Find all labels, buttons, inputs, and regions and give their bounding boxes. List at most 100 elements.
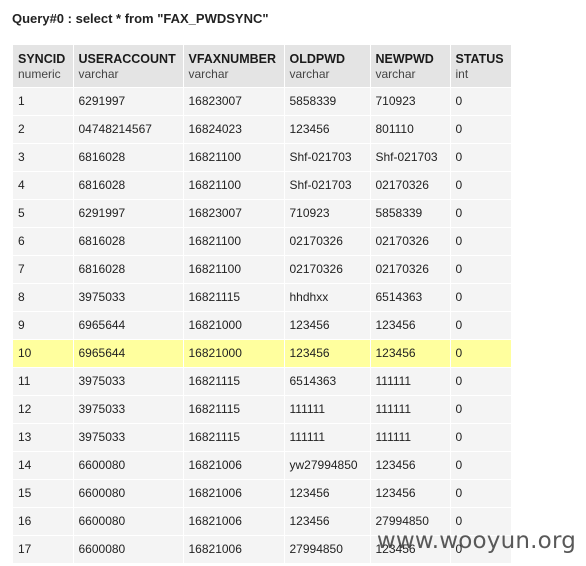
cell-useraccount: 6600080 <box>73 450 184 479</box>
cell-useraccount: 6600080 <box>73 534 184 563</box>
cell-oldpwd: 111111 <box>284 422 371 451</box>
table-row[interactable]: 6 6816028 16821100 02170326 02170326 0 <box>13 226 511 255</box>
cell-oldpwd: 123456 <box>284 310 371 339</box>
table-row[interactable]: 5 6291997 16823007 710923 5858339 0 <box>13 198 511 227</box>
cell-vfaxnumber: 16821000 <box>183 338 285 367</box>
cell-useraccount: 6816028 <box>73 226 184 255</box>
column-type: int <box>455 67 469 81</box>
table-row[interactable]: 1 6291997 16823007 5858339 710923 0 <box>13 86 511 115</box>
cell-newpwd: 6514363 <box>370 282 451 311</box>
table-row[interactable]: 7 6816028 16821100 02170326 02170326 0 <box>13 254 511 283</box>
cell-syncid: 9 <box>13 310 74 339</box>
table-row[interactable]: 15 6600080 16821006 123456 123456 0 <box>13 478 511 507</box>
cell-syncid: 6 <box>13 226 74 255</box>
table-row[interactable]: 14 6600080 16821006 yw27994850 123456 0 <box>13 450 511 479</box>
cell-status: 0 <box>450 282 511 311</box>
cell-status: 0 <box>450 366 511 395</box>
cell-oldpwd: 111111 <box>284 394 371 423</box>
cell-useraccount: 6291997 <box>73 198 184 227</box>
cell-status: 0 <box>450 254 511 283</box>
cell-useraccount: 04748214567 <box>73 114 184 143</box>
column-type: varchar <box>375 67 416 81</box>
column-header-useraccount[interactable]: USERACCOUNT varchar <box>73 45 184 87</box>
cell-oldpwd: 02170326 <box>284 226 371 255</box>
cell-oldpwd: Shf-021703 <box>284 170 371 199</box>
cell-vfaxnumber: 16821006 <box>183 478 285 507</box>
column-name: OLDPWD <box>289 52 346 66</box>
result-table: SYNCID numeric USERACCOUNT varchar VFAXNUMBE… <box>13 45 511 563</box>
cell-newpwd: 123456 <box>370 310 451 339</box>
cell-newpwd: 02170326 <box>370 226 451 255</box>
cell-oldpwd: hhdhxx <box>284 282 371 311</box>
column-type: varchar <box>188 67 229 81</box>
cell-status: 0 <box>450 86 511 115</box>
cell-syncid: 10 <box>13 338 74 367</box>
cell-oldpwd: 5858339 <box>284 86 371 115</box>
cell-vfaxnumber: 16823007 <box>183 86 285 115</box>
cell-status: 0 <box>450 450 511 479</box>
cell-status: 0 <box>450 478 511 507</box>
cell-oldpwd: 710923 <box>284 198 371 227</box>
cell-vfaxnumber: 16821006 <box>183 506 285 535</box>
table-row[interactable]: 11 3975033 16821115 6514363 111111 0 <box>13 366 511 395</box>
table-row[interactable]: 8 3975033 16821115 hhdhxx 6514363 0 <box>13 282 511 311</box>
cell-oldpwd: 123456 <box>284 338 371 367</box>
cell-newpwd: 123456 <box>370 450 451 479</box>
cell-vfaxnumber: 16821115 <box>183 422 285 451</box>
cell-status: 0 <box>450 198 511 227</box>
table-row[interactable]: 3 6816028 16821100 Shf-021703 Shf-021703 0 <box>13 142 511 171</box>
table-row[interactable]: 10 6965644 16821000 123456 123456 0 <box>13 338 511 367</box>
cell-useraccount: 3975033 <box>73 282 184 311</box>
cell-syncid: 3 <box>13 142 74 171</box>
table-row[interactable]: 2 04748214567 16824023 123456 801110 0 <box>13 114 511 143</box>
cell-useraccount: 6600080 <box>73 506 184 535</box>
table-row[interactable]: 17 6600080 16821006 27994850 123456 0 <box>13 534 511 563</box>
cell-syncid: 8 <box>13 282 74 311</box>
cell-syncid: 17 <box>13 534 74 563</box>
table-row[interactable]: 9 6965644 16821000 123456 123456 0 <box>13 310 511 339</box>
table-row[interactable]: 13 3975033 16821115 111111 111111 0 <box>13 422 511 451</box>
cell-oldpwd: Shf-021703 <box>284 142 371 171</box>
cell-syncid: 12 <box>13 394 74 423</box>
cell-vfaxnumber: 16821006 <box>183 534 285 563</box>
cell-newpwd: 111111 <box>370 422 451 451</box>
cell-useraccount: 3975033 <box>73 422 184 451</box>
cell-syncid: 1 <box>13 86 74 115</box>
column-name: USERACCOUNT <box>78 52 176 66</box>
header-row: SYNCID numeric USERACCOUNT varchar VFAXNUMBE… <box>13 45 511 87</box>
cell-newpwd: 801110 <box>370 114 451 143</box>
column-name: VFAXNUMBER <box>188 52 277 66</box>
cell-syncid: 7 <box>13 254 74 283</box>
cell-newpwd: 123456 <box>370 338 451 367</box>
cell-useraccount: 6965644 <box>73 338 184 367</box>
column-header-status[interactable]: STATUS int <box>450 45 511 87</box>
column-header-vfaxnumber[interactable]: VFAXNUMBER varchar <box>183 45 285 87</box>
column-header-oldpwd[interactable]: OLDPWD varchar <box>284 45 371 87</box>
cell-newpwd: Shf-021703 <box>370 142 451 171</box>
table-row[interactable]: 12 3975033 16821115 111111 111111 0 <box>13 394 511 423</box>
cell-status: 0 <box>450 310 511 339</box>
cell-newpwd: 710923 <box>370 86 451 115</box>
cell-newpwd: 5858339 <box>370 198 451 227</box>
cell-status: 0 <box>450 170 511 199</box>
cell-status: 0 <box>450 114 511 143</box>
cell-status: 0 <box>450 506 511 535</box>
cell-vfaxnumber: 16821100 <box>183 226 285 255</box>
cell-useraccount: 6291997 <box>73 86 184 115</box>
column-name: NEWPWD <box>375 52 434 66</box>
cell-oldpwd: yw27994850 <box>284 450 371 479</box>
table-row[interactable]: 4 6816028 16821100 Shf-021703 02170326 0 <box>13 170 511 199</box>
cell-syncid: 5 <box>13 198 74 227</box>
table-row[interactable]: 16 6600080 16821006 123456 27994850 0 <box>13 506 511 535</box>
table-body: 1 6291997 16823007 5858339 710923 0 2 047482145… <box>13 86 511 563</box>
column-header-newpwd[interactable]: NEWPWD varchar <box>370 45 451 87</box>
column-name: STATUS <box>455 52 504 66</box>
cell-vfaxnumber: 16821100 <box>183 254 285 283</box>
cell-vfaxnumber: 16823007 <box>183 198 285 227</box>
cell-status: 0 <box>450 394 511 423</box>
cell-oldpwd: 02170326 <box>284 254 371 283</box>
cell-newpwd: 02170326 <box>370 170 451 199</box>
cell-newpwd: 02170326 <box>370 254 451 283</box>
cell-newpwd: 123456 <box>370 478 451 507</box>
column-header-syncid[interactable]: SYNCID numeric <box>13 45 74 87</box>
